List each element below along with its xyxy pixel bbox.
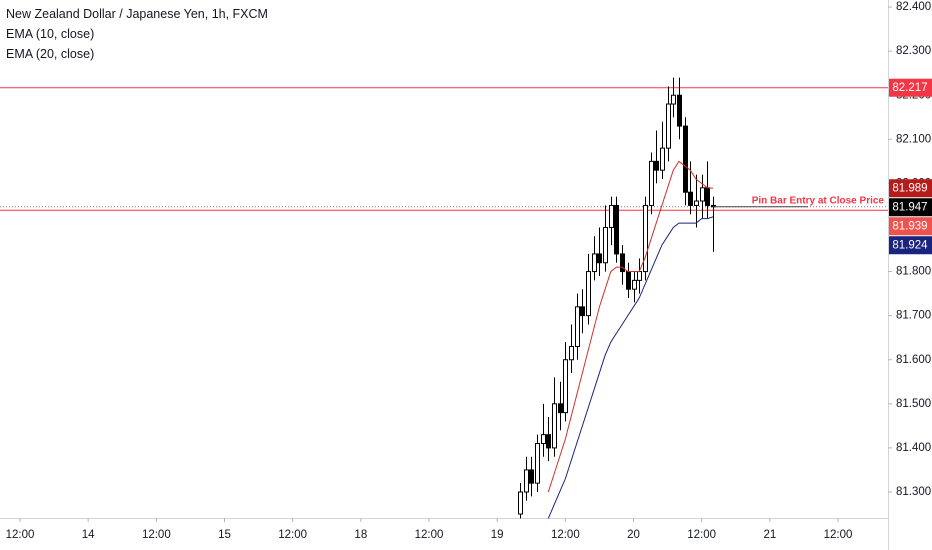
x-tick-label: 12:00 bbox=[415, 529, 444, 541]
x-tick-label: 12:00 bbox=[687, 529, 716, 541]
candle-body bbox=[529, 469, 534, 484]
y-tick-label: 81.700 bbox=[896, 310, 931, 322]
x-tick-label: 19 bbox=[491, 529, 504, 541]
candle-body bbox=[694, 200, 699, 206]
candle-body bbox=[597, 253, 602, 264]
candle-body bbox=[541, 434, 546, 444]
candle-body bbox=[626, 271, 631, 290]
ema-line bbox=[547, 160, 714, 493]
candle-body bbox=[592, 253, 597, 273]
candle-body bbox=[575, 306, 580, 348]
x-tick-label: 12:00 bbox=[278, 529, 307, 541]
candle-body bbox=[654, 160, 659, 171]
y-tick-label: 81.500 bbox=[896, 398, 931, 410]
price-label-bg bbox=[889, 179, 932, 198]
price-label: 82.217 bbox=[892, 82, 927, 94]
candle-body bbox=[649, 160, 654, 206]
candle-body bbox=[552, 403, 557, 449]
x-tick-label: 15 bbox=[218, 529, 231, 541]
x-tick-label: 12:00 bbox=[6, 529, 35, 541]
candle-body bbox=[580, 306, 585, 317]
x-tick-label: 12:00 bbox=[551, 529, 580, 541]
y-tick-label: 81.800 bbox=[896, 266, 931, 278]
candle-body bbox=[683, 125, 688, 193]
y-tick-label: 81.300 bbox=[896, 486, 931, 498]
legend-entry: EMA (10, close) bbox=[6, 27, 95, 41]
x-tick-label: 12:00 bbox=[824, 529, 853, 541]
price-label: 81.989 bbox=[892, 182, 927, 194]
candle-body bbox=[614, 204, 619, 255]
price-label: 81.947 bbox=[892, 201, 927, 213]
candle-body bbox=[666, 103, 671, 149]
x-tick-label: 14 bbox=[82, 529, 95, 541]
candle-body bbox=[546, 434, 551, 449]
price-label: 81.939 bbox=[892, 220, 927, 232]
x-tick-label: 18 bbox=[354, 529, 367, 541]
annotation: Pin Bar Entry at Close Price bbox=[752, 195, 885, 206]
candle-body bbox=[586, 271, 591, 317]
price-label-bg bbox=[889, 198, 932, 217]
x-tick-label: 20 bbox=[627, 529, 640, 541]
chart-title: New Zealand Dollar / Japanese Yen, 1h, F… bbox=[6, 7, 268, 21]
y-tick-label: 82.400 bbox=[896, 1, 931, 13]
candle-body bbox=[558, 403, 563, 414]
candle-body bbox=[518, 491, 523, 515]
y-tick-label: 82.300 bbox=[896, 45, 931, 57]
candle-body bbox=[609, 204, 614, 228]
legend: New Zealand Dollar / Japanese Yen, 1h, F… bbox=[6, 4, 268, 64]
candle-body bbox=[603, 226, 608, 264]
x-tick-label: 21 bbox=[763, 529, 776, 541]
candle-body bbox=[705, 187, 710, 206]
y-tick-label: 82.100 bbox=[896, 133, 931, 145]
y-tick-label: 81.600 bbox=[896, 354, 931, 366]
candle-body bbox=[535, 442, 540, 484]
price-label: 81.924 bbox=[892, 239, 928, 251]
x-tick-label: 12:00 bbox=[142, 529, 171, 541]
candle-body bbox=[671, 94, 676, 105]
candle-body bbox=[677, 94, 682, 127]
legend-entry: EMA (20, close) bbox=[6, 47, 95, 61]
candle-body bbox=[620, 253, 625, 273]
candle-body bbox=[632, 279, 637, 290]
price-label-bg bbox=[889, 78, 932, 97]
candle-body bbox=[524, 469, 529, 493]
ema-line bbox=[547, 216, 714, 519]
candle-body bbox=[637, 271, 642, 281]
candle-body bbox=[700, 187, 705, 202]
price-label-bg bbox=[889, 217, 932, 236]
y-tick-label: 81.400 bbox=[896, 442, 931, 454]
candle-body bbox=[563, 359, 568, 414]
candle-body bbox=[569, 346, 574, 361]
candle-body bbox=[643, 204, 648, 273]
price-label-bg bbox=[889, 236, 932, 255]
candle-body bbox=[688, 191, 693, 206]
candle-body bbox=[660, 147, 665, 171]
